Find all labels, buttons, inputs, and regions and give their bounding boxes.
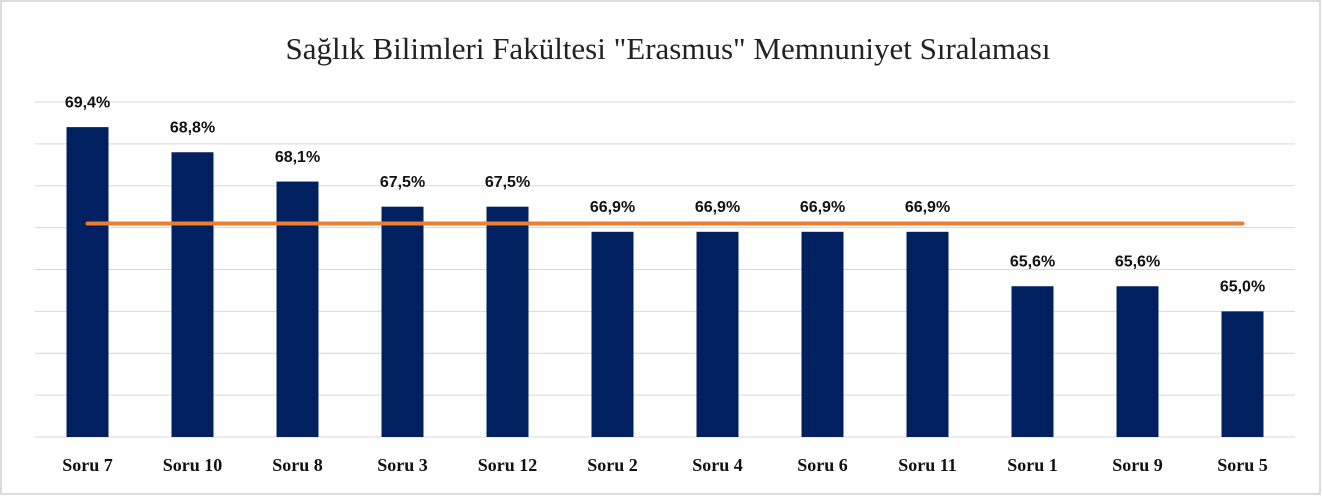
bar — [66, 127, 109, 437]
x-tick-label: Soru 9 — [1112, 455, 1163, 475]
x-tick-label: Soru 2 — [587, 455, 638, 475]
data-label: 65,0% — [1220, 279, 1265, 296]
x-tick-label: Soru 10 — [163, 455, 223, 475]
data-label: 66,9% — [695, 199, 740, 216]
bar — [171, 152, 214, 437]
bar — [276, 181, 319, 437]
bar — [591, 231, 634, 437]
x-tick-label: Soru 7 — [62, 455, 113, 475]
data-label: 68,1% — [275, 149, 320, 166]
bar — [1011, 286, 1054, 437]
bar — [801, 231, 844, 437]
data-label: 69,4% — [65, 94, 110, 111]
data-label: 68,8% — [170, 119, 215, 136]
data-label: 67,5% — [380, 174, 425, 191]
data-label: 65,6% — [1115, 253, 1160, 270]
x-tick-label: Soru 5 — [1217, 455, 1268, 475]
bar — [906, 231, 949, 437]
data-label: 66,9% — [590, 199, 635, 216]
bar — [381, 206, 424, 437]
x-tick-label: Soru 6 — [797, 455, 848, 475]
x-tick-label: Soru 12 — [478, 455, 538, 475]
chart-title: Sağlık Bilimleri Fakültesi "Erasmus" Mem… — [286, 31, 1051, 66]
bar — [696, 231, 739, 437]
x-tick-label: Soru 4 — [692, 455, 743, 475]
bar — [1221, 311, 1264, 437]
data-label: 66,9% — [905, 199, 950, 216]
x-tick-label: Soru 8 — [272, 455, 323, 475]
bar — [486, 206, 529, 437]
data-label: 65,6% — [1010, 253, 1055, 270]
x-tick-label: Soru 1 — [1007, 455, 1058, 475]
data-label: 67,5% — [485, 174, 530, 191]
x-tick-label: Soru 3 — [377, 455, 428, 475]
data-label: 66,9% — [800, 199, 845, 216]
bar — [1116, 286, 1159, 437]
x-tick-label: Soru 11 — [898, 455, 957, 475]
